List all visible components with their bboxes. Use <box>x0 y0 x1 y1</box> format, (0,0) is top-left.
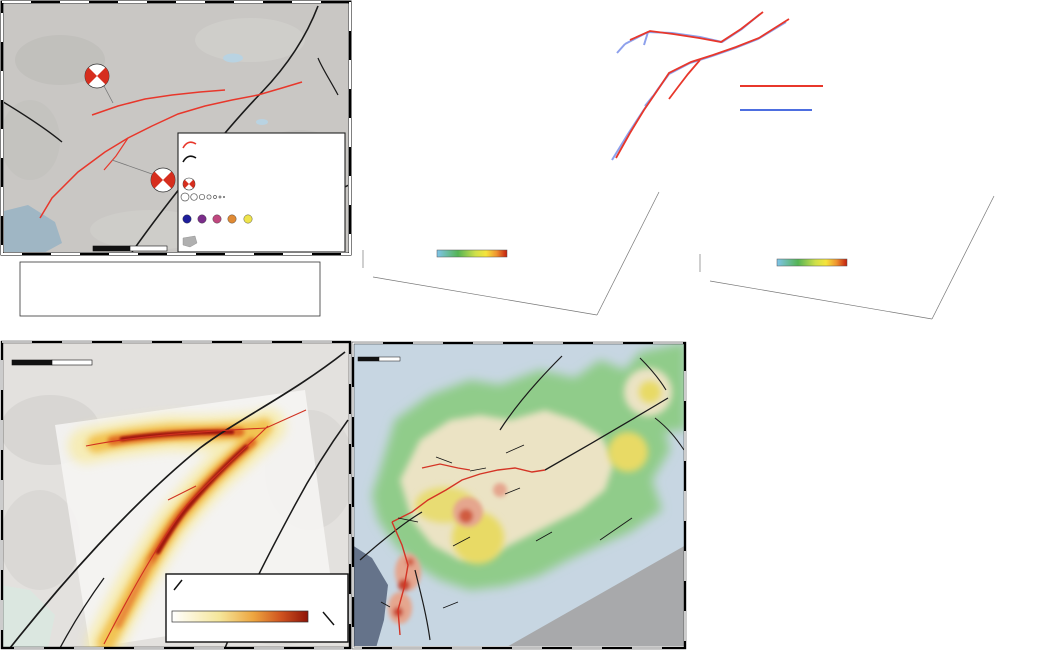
displacement-map-panel <box>0 340 352 650</box>
surface-rupture-line <box>103 137 129 171</box>
slip-total-axes <box>362 191 660 316</box>
scalebar-white <box>51 359 93 366</box>
mag-time-panel <box>19 261 321 317</box>
beachball-wedge <box>84 67 97 85</box>
legend-beachball-wedge <box>183 179 189 189</box>
total-slip-colorbar <box>436 249 508 258</box>
legend-depth-circles <box>182 214 253 224</box>
pga-rupture-lines <box>391 463 546 636</box>
sea-region <box>4 205 62 252</box>
fault-line <box>131 5 319 252</box>
map-frame-dashes <box>352 342 686 649</box>
fault-line <box>9 351 346 647</box>
rupture-trace <box>167 485 197 501</box>
legend-beachball-wedge <box>189 179 195 189</box>
slip-total-panel <box>362 191 660 316</box>
displacement-colorbar <box>171 610 309 623</box>
legend-mag-circles <box>180 192 225 202</box>
scalebar-white <box>129 245 168 252</box>
terrain-patch <box>195 18 305 62</box>
fault-trace-legend <box>740 85 823 111</box>
legend-rupture-icon <box>182 141 197 149</box>
surface-rupture-line <box>39 81 303 219</box>
lake <box>256 119 268 125</box>
map-frame-dashes <box>1 341 351 649</box>
slip-strike-panel <box>699 195 995 320</box>
terrain-patch <box>15 35 105 85</box>
slip-strike-axes <box>699 195 995 320</box>
seismicity-map-panel <box>0 0 352 256</box>
displacement-legend <box>165 573 349 643</box>
pga-fault-lines <box>359 355 684 641</box>
beachball-wedge <box>150 171 163 189</box>
scalebar-black <box>11 359 53 366</box>
strike-slip-colorbar <box>776 258 848 267</box>
legend-fault-icon <box>182 155 197 163</box>
terrain-patch <box>3 490 80 590</box>
fault-line <box>317 57 339 96</box>
pga-high-zone <box>388 483 507 624</box>
scalebar-black <box>92 245 131 252</box>
fault-line <box>4 101 63 143</box>
scalebar-white <box>378 356 401 362</box>
surface-rupture-line <box>91 89 226 116</box>
plot-box <box>19 261 321 317</box>
sea-region <box>3 585 55 647</box>
finite-fault-red <box>615 11 790 159</box>
rupture-trace <box>103 425 269 645</box>
rupture-trace <box>85 409 307 447</box>
terrain-patch <box>4 100 60 180</box>
fault-line <box>59 577 105 647</box>
sea-region <box>354 546 388 646</box>
scalebar-black <box>357 356 380 362</box>
focal-mech-connector <box>111 159 153 175</box>
direction-icon <box>173 579 183 591</box>
lake <box>223 53 243 63</box>
focal-mech-connector <box>103 85 114 104</box>
beachball-wedge <box>163 171 176 189</box>
map-frame-dashes <box>1 1 351 255</box>
beachball-wedge <box>97 67 110 85</box>
no-data-region <box>508 546 684 646</box>
legend-city-icon <box>182 235 198 248</box>
pga-city-leaders <box>380 444 553 609</box>
fault-trace-panel <box>611 11 823 161</box>
seismicity-legend <box>177 132 346 252</box>
pga-map-panel <box>351 341 687 650</box>
vector-scale-icon <box>322 611 335 626</box>
